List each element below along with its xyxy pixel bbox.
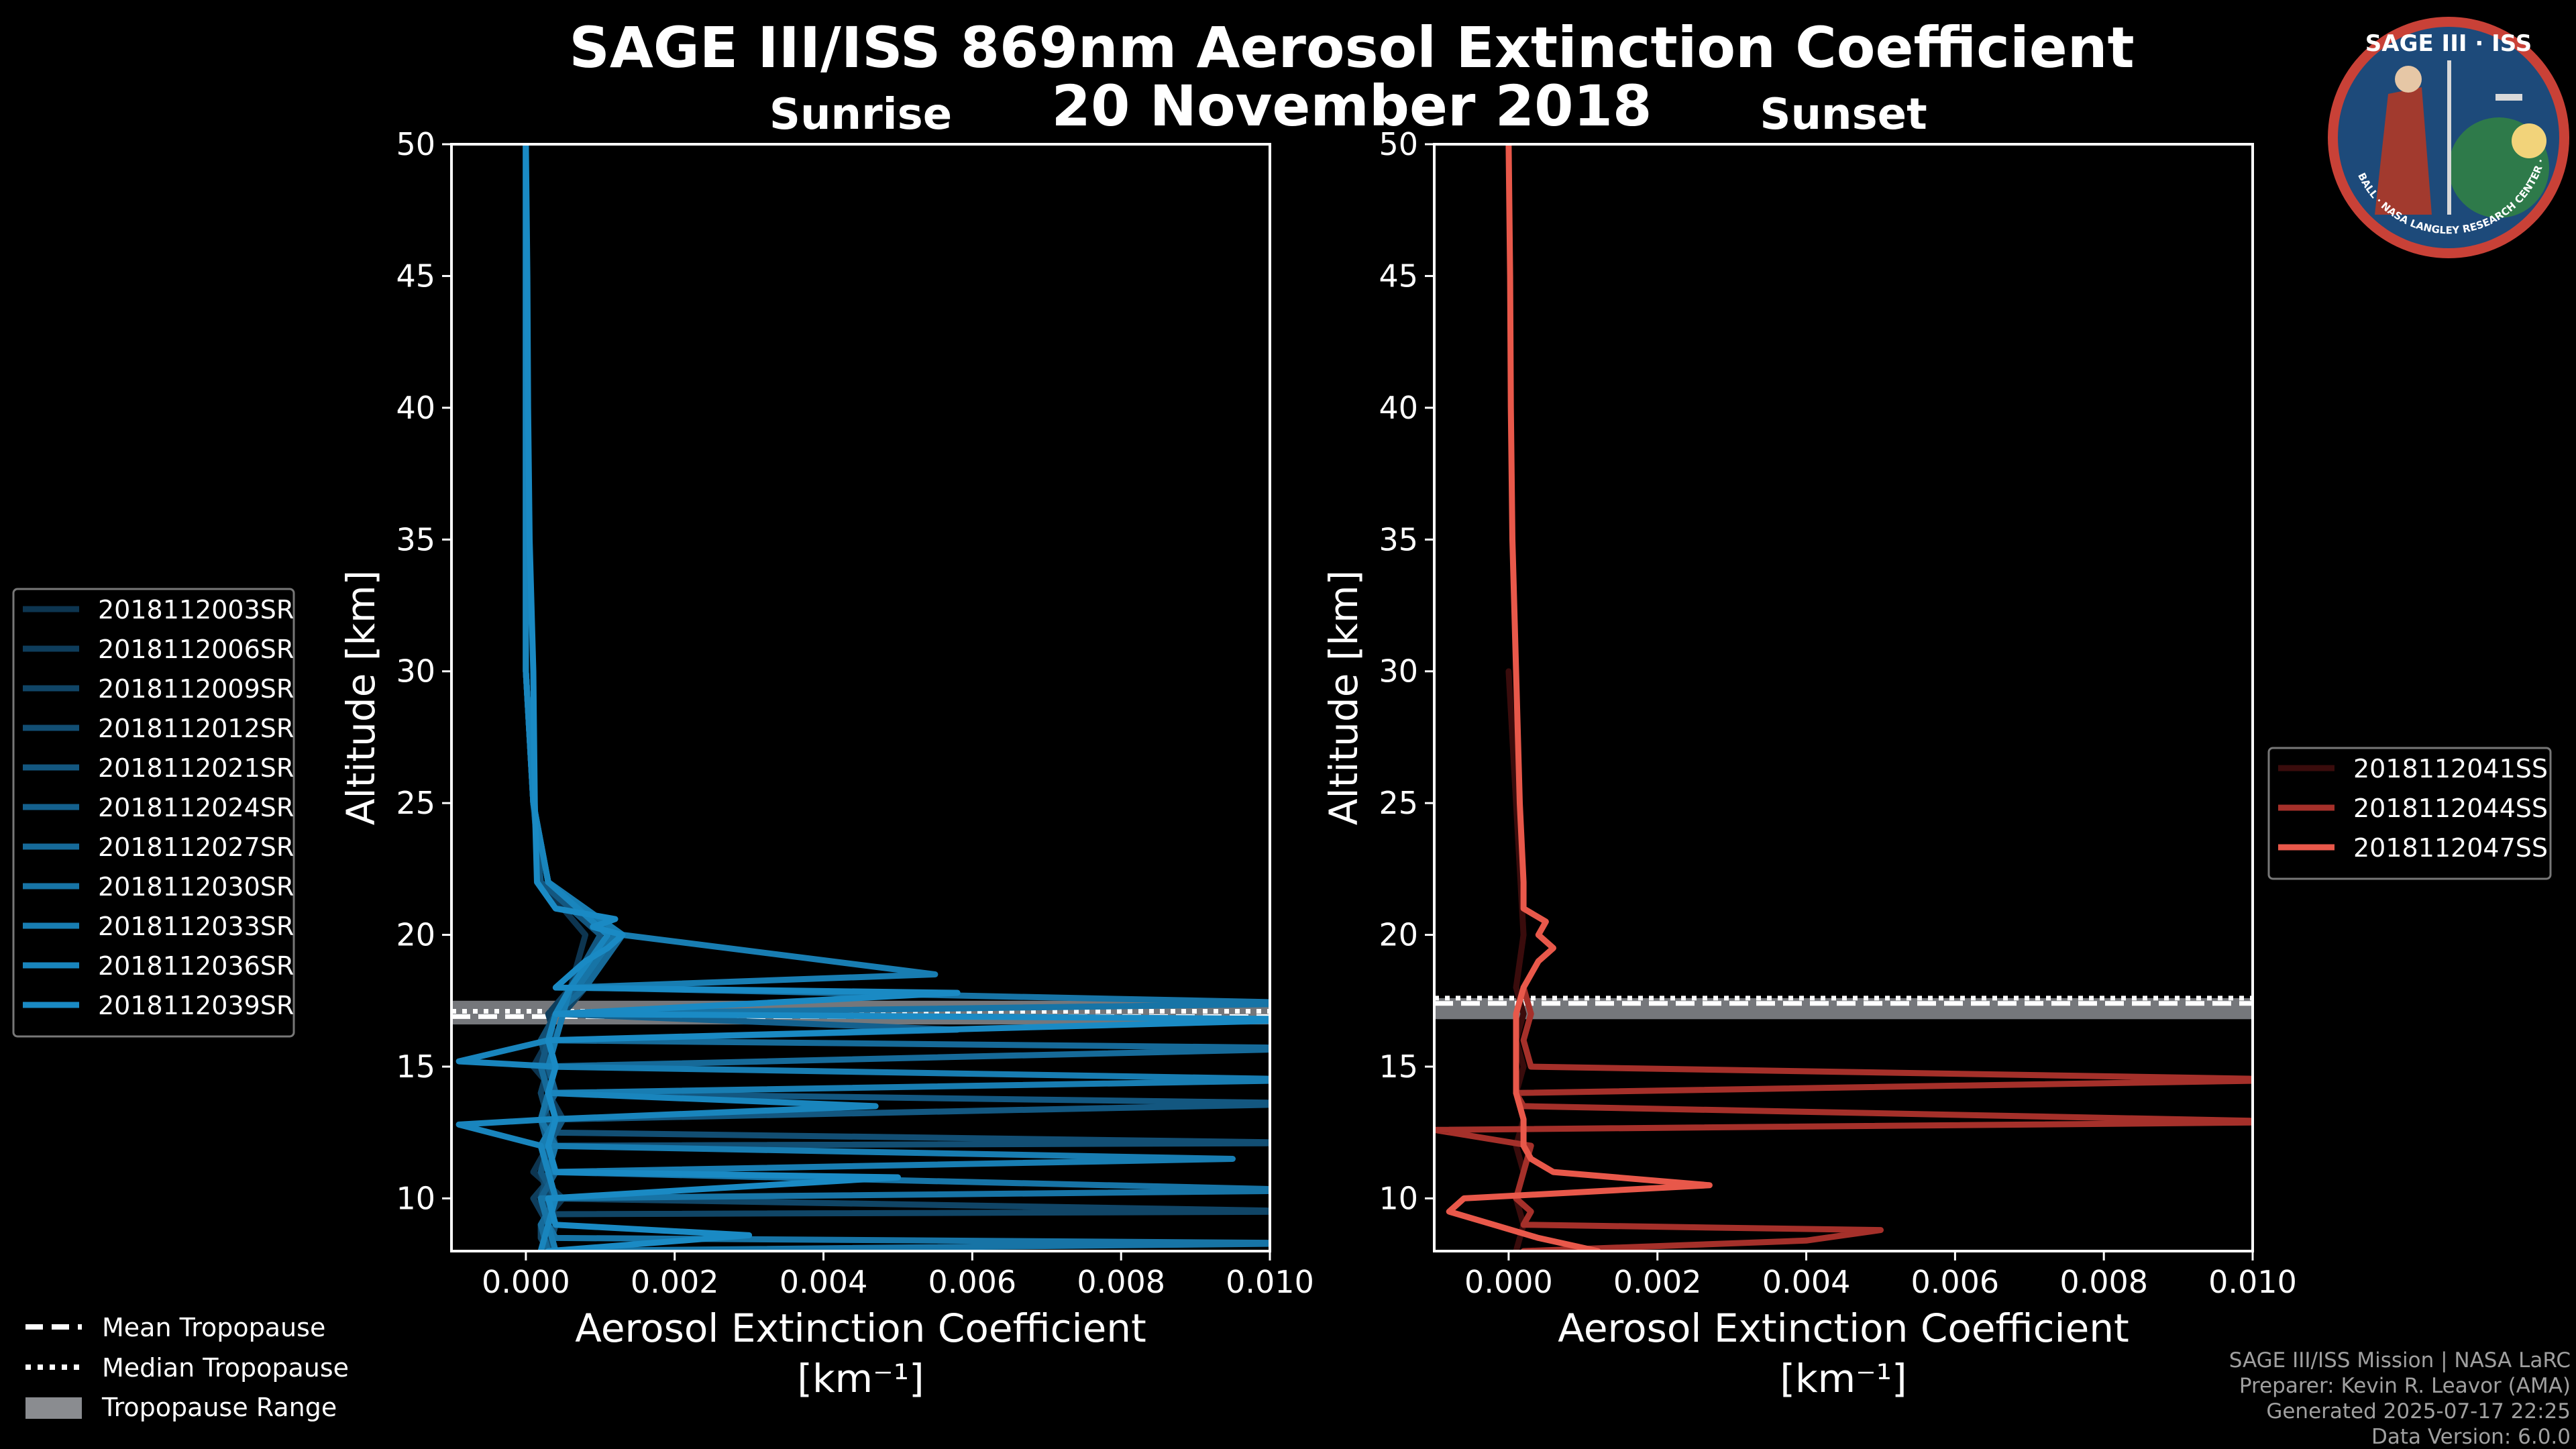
legend-label-2018112047SS: 2018112047SS [2353, 833, 2548, 863]
legend-label-2018112027SR: 2018112027SR [98, 833, 294, 862]
y-tick-label: 25 [1379, 785, 1418, 821]
figure-subtitle: 20 November 2018 [1052, 73, 1652, 139]
logo-figure-robe [2375, 87, 2432, 215]
y-tick-label: 45 [396, 258, 435, 294]
series-line-2018112039SR [523, 144, 1270, 1251]
legend-label-2018112033SR: 2018112033SR [98, 912, 294, 941]
plot-frame [450, 143, 1271, 1252]
plot-frame [1433, 143, 2254, 1252]
x-axis-label: Aerosol Extinction Coefficient [1558, 1305, 2129, 1351]
legend-label-2018112009SR: 2018112009SR [98, 674, 294, 704]
footer-mission: SAGE III/ISS Mission | NASA LaRC [2229, 1348, 2571, 1373]
footer-credits: SAGE III/ISS Mission | NASA LaRC Prepare… [2229, 1348, 2571, 1449]
y-tick-label: 40 [1379, 390, 1418, 426]
legend-label-2018112041SS: 2018112041SS [2353, 754, 2548, 784]
x-axis-label: Aerosol Extinction Coefficient [575, 1305, 1146, 1351]
legend-label-2018112044SS: 2018112044SS [2353, 794, 2548, 823]
legend-label-2018112039SR: 2018112039SR [98, 991, 294, 1020]
footer-data-version: Data Version: 6.0.0 [2371, 1425, 2571, 1449]
x-tick-label: 0.010 [2208, 1264, 2297, 1300]
x-tick-label: 0.006 [1911, 1264, 2000, 1300]
x-tick-label: 0.002 [1613, 1264, 1702, 1300]
legend-label-2018112012SR: 2018112012SR [98, 714, 294, 743]
y-tick-label: 45 [1379, 258, 1418, 294]
y-axis-label: Altitude [km] [1321, 570, 1366, 825]
tropopause-range-label: Tropopause Range [101, 1393, 337, 1422]
x-tick-label: 0.002 [631, 1264, 719, 1300]
series-line-2018112044SS [1434, 984, 2253, 1251]
mean-tropopause-label: Mean Tropopause [102, 1313, 325, 1342]
x-tick-label: 0.008 [2059, 1264, 2148, 1300]
footer-preparer: Preparer: Kevin R. Leavor (AMA) [2239, 1374, 2571, 1398]
sunrise-panel: 10 15 20 25 30 35 40 45 50 0.000 0.002 0.004 0.006 0.… [12, 90, 1314, 1401]
y-tick-label: 35 [1379, 521, 1418, 557]
legend-label-2018112036SR: 2018112036SR [98, 951, 294, 981]
logo-figure-head [2395, 66, 2422, 93]
figure-title: SAGE III/ISS 869nm Aerosol Extinction Co… [569, 15, 2134, 80]
tropopause-range-swatch [25, 1397, 82, 1419]
x-tick-label: 0.000 [1464, 1264, 1553, 1300]
panel-title: Sunrise [769, 90, 952, 140]
tropopause-markers [1434, 996, 2253, 1020]
y-tick-label: 30 [1379, 653, 1418, 690]
x-tick-label: 0.004 [780, 1264, 868, 1300]
legend-label-2018112003SR: 2018112003SR [98, 595, 294, 625]
logo-staff [2447, 60, 2451, 215]
series-line-2018112047SS [1446, 144, 1713, 1251]
panel-title: Sunset [1760, 90, 1927, 140]
legend-label-2018112024SR: 2018112024SR [98, 793, 294, 822]
median-tropopause-label: Median Tropopause [102, 1353, 349, 1383]
y-tick-label: 10 [1379, 1180, 1418, 1216]
x-tick-label: 0.000 [482, 1264, 570, 1300]
y-tick-label: 20 [396, 917, 435, 953]
x-axis-unit: [km⁻¹] [797, 1356, 924, 1401]
series-group [1434, 144, 2253, 1251]
legend-frame [2267, 747, 2552, 880]
y-tick-label: 50 [396, 126, 435, 162]
footer-generated: Generated 2025-07-17 22:25 [2266, 1399, 2571, 1424]
y-tick-label: 15 [1379, 1049, 1418, 1085]
y-tick-label: 25 [396, 785, 435, 821]
x-tick-label: 0.008 [1077, 1264, 1165, 1300]
sunset-panel: 10 15 20 25 30 35 40 45 50 0.000 0.002 0.004 0.006 0.… [1321, 90, 2552, 1401]
tropopause-legend: Mean Tropopause Median Tropopause Tropop… [25, 1313, 349, 1422]
x-tick-label: 0.006 [928, 1264, 1017, 1300]
x-axis-unit: [km⁻¹] [1780, 1356, 1907, 1401]
series-group [455, 144, 1270, 1251]
y-tick-label: 20 [1379, 917, 1418, 953]
legend-label-2018112006SR: 2018112006SR [98, 635, 294, 664]
x-tick-label: 0.004 [1762, 1264, 1851, 1300]
logo-sun [2512, 123, 2546, 158]
y-tick-label: 15 [396, 1049, 435, 1085]
logo-title-text: SAGE III · ISS [2365, 30, 2532, 57]
logo-station [2496, 94, 2522, 101]
y-tick-label: 50 [1379, 126, 1418, 162]
y-tick-label: 35 [396, 521, 435, 557]
x-tick-label: 0.010 [1226, 1264, 1314, 1300]
legend-frame [12, 588, 295, 1038]
y-tick-label: 40 [396, 390, 435, 426]
y-tick-label: 30 [396, 653, 435, 690]
series-legend: 2018112041SS 2018112044SS 2018112047SS [2267, 747, 2552, 880]
legend-label-2018112030SR: 2018112030SR [98, 872, 294, 902]
legend-label-2018112021SR: 2018112021SR [98, 753, 294, 783]
y-axis-label: Altitude [km] [338, 570, 384, 825]
series-legend: 2018112003SR 2018112006SR 2018112009SR 2018… [12, 588, 295, 1038]
y-tick-label: 10 [396, 1180, 435, 1216]
